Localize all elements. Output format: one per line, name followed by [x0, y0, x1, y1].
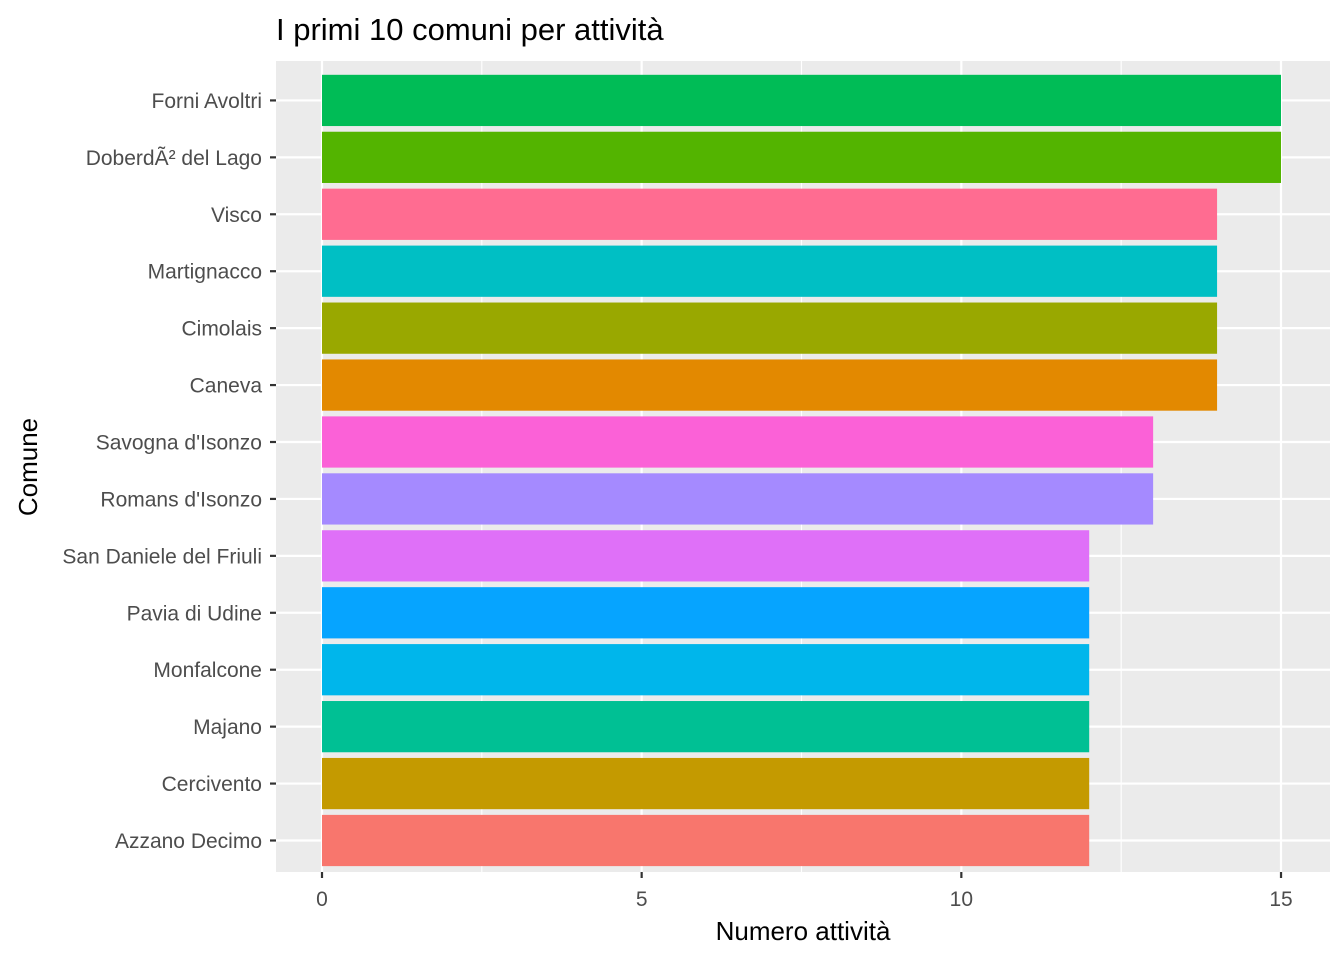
- y-tick-label: San Daniele del Friuli: [62, 545, 262, 568]
- bar: [322, 416, 1154, 468]
- bar: [322, 188, 1218, 240]
- y-tick-label: DoberdÃ² del Lago: [86, 146, 262, 170]
- y-tick-label: Savogna d'Isonzo: [96, 432, 262, 455]
- bar: [322, 131, 1281, 183]
- y-tick-label: Caneva: [190, 375, 263, 398]
- bar: [322, 530, 1090, 582]
- bar: [322, 644, 1090, 696]
- y-tick-label: Romans d'Isonzo: [100, 488, 262, 511]
- chart-title: I primi 10 comuni per attività: [276, 12, 664, 47]
- bars: [322, 74, 1281, 867]
- y-tick-label: Visco: [211, 204, 262, 227]
- y-tick-label: Martignacco: [148, 261, 262, 284]
- x-tick-label: 0: [316, 888, 328, 911]
- y-axis-title: Comune: [13, 418, 43, 516]
- bar: [322, 814, 1090, 867]
- y-tick-label: Cercivento: [162, 773, 262, 796]
- y-tick-label: Majano: [193, 716, 262, 739]
- y-tick-label: Forni Avoltri: [152, 90, 263, 113]
- bar: [322, 701, 1090, 753]
- bar: [322, 302, 1218, 354]
- x-tick-label: 5: [636, 888, 648, 911]
- bar: [322, 587, 1090, 639]
- y-tick-label: Azzano Decimo: [115, 830, 262, 853]
- bar: [322, 757, 1090, 810]
- bar: [322, 359, 1218, 411]
- bar: [322, 245, 1218, 297]
- x-tick-label: 15: [1269, 888, 1292, 911]
- x-tick-label: 10: [950, 888, 973, 911]
- bar: [322, 74, 1281, 127]
- y-tick-label: Pavia di Udine: [127, 602, 262, 625]
- y-axis: Azzano Decimo Cercivento Majano Monfalcone P…: [62, 90, 276, 853]
- y-tick-label: Cimolais: [181, 318, 262, 341]
- y-tick-label: Monfalcone: [153, 659, 262, 682]
- x-axis-title: Numero attività: [716, 916, 891, 946]
- x-axis: 0 5 10 15: [316, 872, 1293, 911]
- bar: [322, 473, 1154, 525]
